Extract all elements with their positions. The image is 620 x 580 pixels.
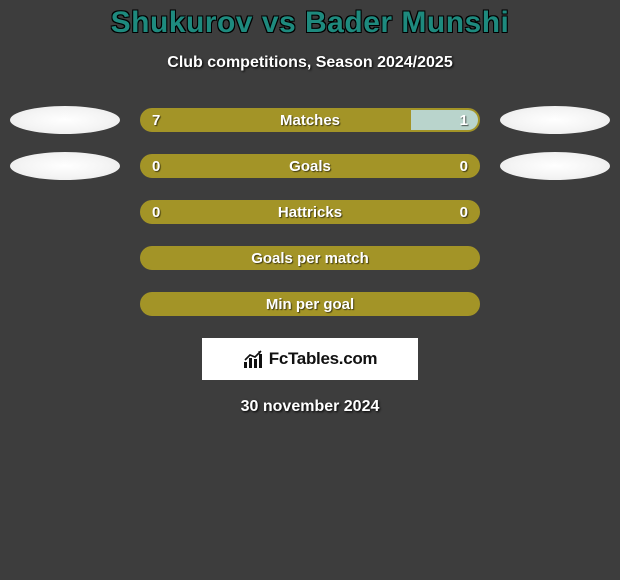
player-badge-right	[500, 152, 610, 180]
stat-bar: 71Matches	[140, 108, 480, 132]
player-badge-right	[500, 106, 610, 134]
page-title: Shukurov vs Bader Munshi	[0, 6, 620, 40]
stat-label: Hattricks	[142, 202, 478, 222]
stat-label: Min per goal	[142, 294, 478, 314]
player-badge-left	[10, 152, 120, 180]
stat-bar: Min per goal	[140, 292, 480, 316]
spacer	[500, 290, 610, 318]
stat-row: Min per goal	[0, 292, 620, 316]
subtitle: Club competitions, Season 2024/2025	[0, 54, 620, 72]
player-badge-left	[10, 106, 120, 134]
stat-bar: 00Hattricks	[140, 200, 480, 224]
chart-icon	[243, 349, 265, 369]
comparison-infographic: Shukurov vs Bader Munshi Club competitio…	[0, 0, 620, 416]
stats-section: 71Matches 00Goals 00Hattricks Goals per mat…	[0, 108, 620, 316]
logo-text: FcTables.com	[269, 349, 378, 369]
stat-row: 00Hattricks	[0, 200, 620, 224]
stat-bar: 00Goals	[140, 154, 480, 178]
stat-row: 71Matches	[0, 108, 620, 132]
logo-box: FcTables.com	[202, 338, 418, 380]
stat-label: Goals per match	[142, 248, 478, 268]
spacer	[500, 198, 610, 226]
spacer	[10, 290, 120, 318]
stat-label: Matches	[142, 110, 478, 130]
spacer	[10, 244, 120, 272]
stat-row: Goals per match	[0, 246, 620, 270]
stat-row: 00Goals	[0, 154, 620, 178]
stat-bar: Goals per match	[140, 246, 480, 270]
spacer	[500, 244, 610, 272]
date-label: 30 november 2024	[0, 398, 620, 416]
stat-label: Goals	[142, 156, 478, 176]
spacer	[10, 198, 120, 226]
